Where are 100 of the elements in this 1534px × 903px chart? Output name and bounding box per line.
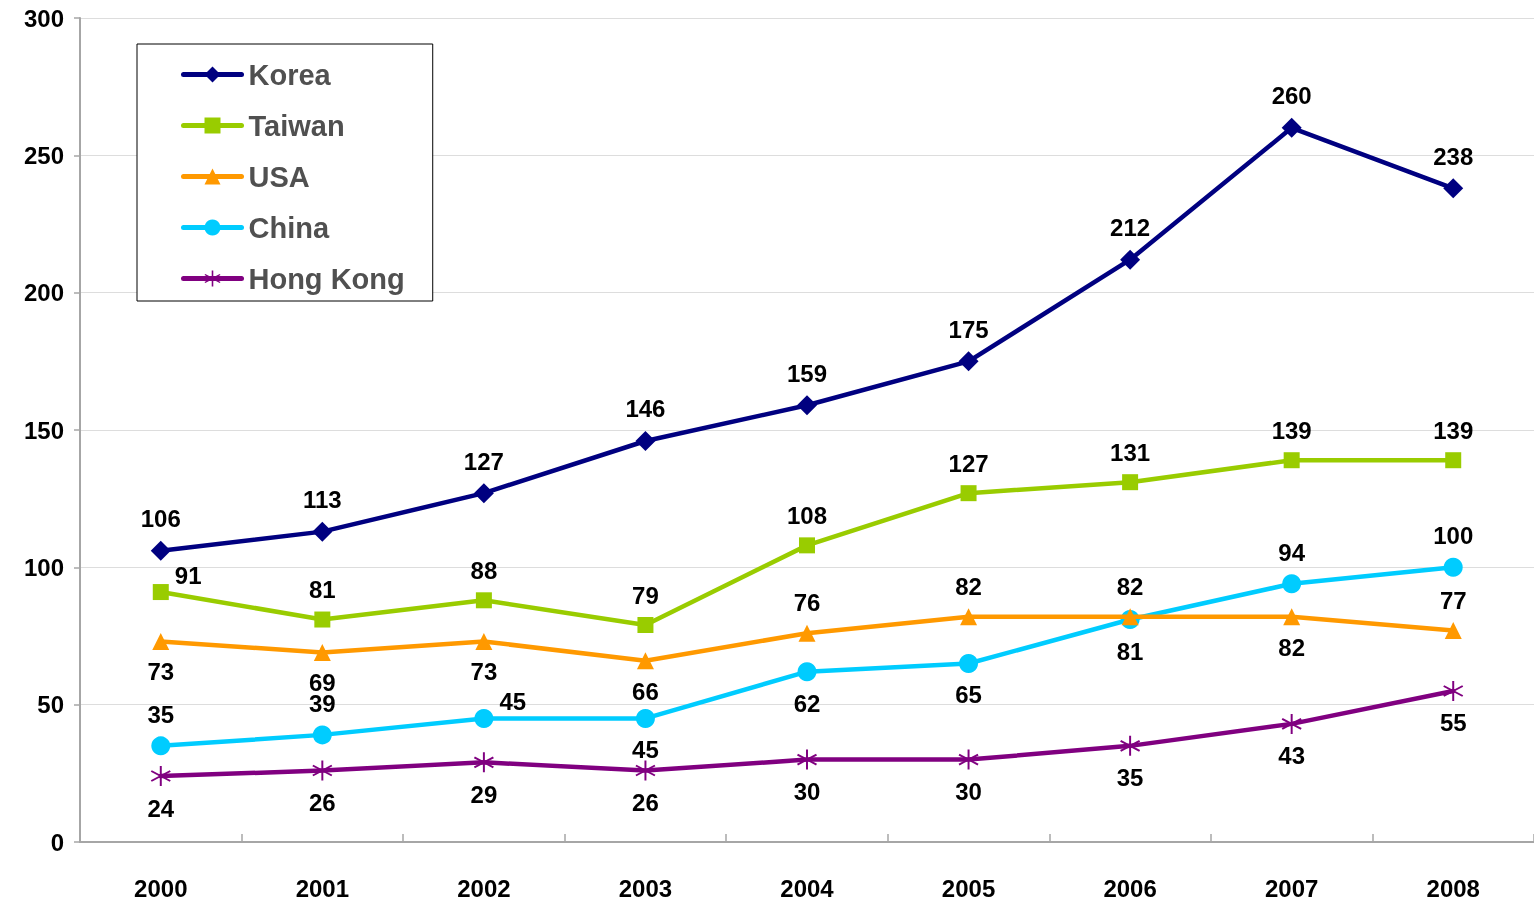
- data-label: 82: [955, 572, 982, 600]
- data-label: 26: [632, 789, 659, 817]
- y-tick-label: 250: [23, 141, 64, 169]
- legend-label: USA: [248, 160, 310, 193]
- data-label: 81: [1116, 637, 1144, 665]
- data-label: 113: [302, 486, 342, 514]
- data-label: 146: [625, 395, 666, 423]
- data-label: 139: [1433, 416, 1474, 444]
- data-label: 45: [499, 687, 527, 715]
- legend-label: Taiwan: [248, 109, 345, 142]
- data-label: 238: [1433, 142, 1474, 170]
- data-label: 88: [470, 556, 498, 584]
- x-tick-label: 2000: [134, 874, 188, 902]
- legend-label: China: [248, 211, 330, 244]
- data-label: 159: [786, 359, 828, 387]
- point: [151, 736, 171, 756]
- point: [313, 643, 331, 661]
- point: [1122, 474, 1139, 491]
- point: [150, 766, 171, 787]
- legend-label: Hong Kong: [248, 262, 405, 295]
- point: [797, 749, 817, 770]
- data-label: 26: [308, 789, 336, 817]
- data-label: 91: [174, 561, 202, 589]
- data-label: 131: [1110, 438, 1151, 466]
- data-label: 212: [1110, 214, 1151, 242]
- point: [635, 708, 655, 728]
- point: [1443, 178, 1464, 199]
- data-label: 100: [1433, 522, 1474, 550]
- point: [312, 725, 332, 745]
- data-label: 81: [308, 576, 336, 604]
- point: [958, 749, 979, 770]
- point: [636, 652, 654, 670]
- point: [960, 485, 977, 502]
- y-tick-label: 300: [23, 4, 64, 32]
- point: [473, 483, 494, 504]
- data-label: 73: [470, 658, 498, 686]
- data-label: 76: [793, 589, 821, 617]
- x-tick-label: 2004: [780, 874, 835, 902]
- data-label: 79: [632, 581, 659, 609]
- point: [958, 351, 979, 372]
- point: [799, 537, 815, 554]
- point: [150, 540, 171, 561]
- data-label: 260: [1271, 82, 1312, 110]
- point: [1120, 249, 1141, 270]
- point: [959, 653, 979, 673]
- legend-label: Korea: [248, 58, 332, 91]
- x-tick-label: 2007: [1264, 874, 1319, 902]
- data-label: 35: [147, 700, 175, 728]
- y-tick-label: 100: [23, 553, 64, 581]
- point: [1444, 622, 1462, 640]
- y-tick-label: 0: [50, 828, 64, 856]
- data-label: 94: [1278, 538, 1306, 566]
- point: [637, 617, 654, 634]
- data-label: 175: [948, 315, 989, 343]
- data-label: 45: [632, 736, 659, 764]
- point: [797, 662, 817, 682]
- data-label: 82: [1116, 572, 1144, 600]
- data-label: 108: [786, 501, 828, 529]
- point: [1283, 608, 1301, 626]
- data-label: 30: [793, 778, 821, 806]
- point: [1120, 735, 1141, 756]
- x-tick-label: 2002: [457, 874, 511, 902]
- x-tick-label: 2008: [1426, 874, 1480, 902]
- point: [314, 611, 331, 628]
- data-label: 62: [793, 689, 821, 717]
- data-label: 24: [147, 794, 175, 822]
- point: [1282, 574, 1302, 594]
- point: [1281, 713, 1302, 734]
- y-tick-label: 200: [23, 279, 64, 307]
- x-tick-label: 2005: [941, 874, 996, 902]
- data-label: 65: [955, 681, 982, 709]
- point: [152, 584, 169, 601]
- point: [798, 624, 816, 642]
- data-label: 29: [470, 780, 498, 808]
- point: [797, 395, 817, 416]
- point: [475, 592, 492, 609]
- point: [473, 752, 494, 773]
- point: [475, 632, 493, 650]
- data-label: 35: [1116, 764, 1144, 792]
- data-label: 127: [463, 447, 504, 475]
- data-label: 77: [1439, 586, 1467, 614]
- y-tick-label: 150: [23, 416, 64, 444]
- x-tick-label: 2006: [1103, 874, 1157, 902]
- point: [474, 708, 494, 728]
- point: [1443, 680, 1464, 701]
- data-label: 139: [1271, 416, 1312, 444]
- point: [1445, 452, 1462, 469]
- data-label: 66: [632, 677, 659, 705]
- point: [635, 760, 656, 781]
- x-tick-label: 2003: [618, 874, 673, 902]
- point: [1281, 117, 1302, 138]
- point: [152, 632, 170, 650]
- data-label: 127: [948, 449, 989, 477]
- data-label: 43: [1278, 742, 1306, 770]
- data-label: 73: [147, 658, 175, 686]
- point: [635, 430, 656, 451]
- point: [1283, 452, 1300, 469]
- data-label: 30: [955, 778, 982, 806]
- data-label: 55: [1439, 709, 1467, 737]
- point: [1443, 557, 1463, 577]
